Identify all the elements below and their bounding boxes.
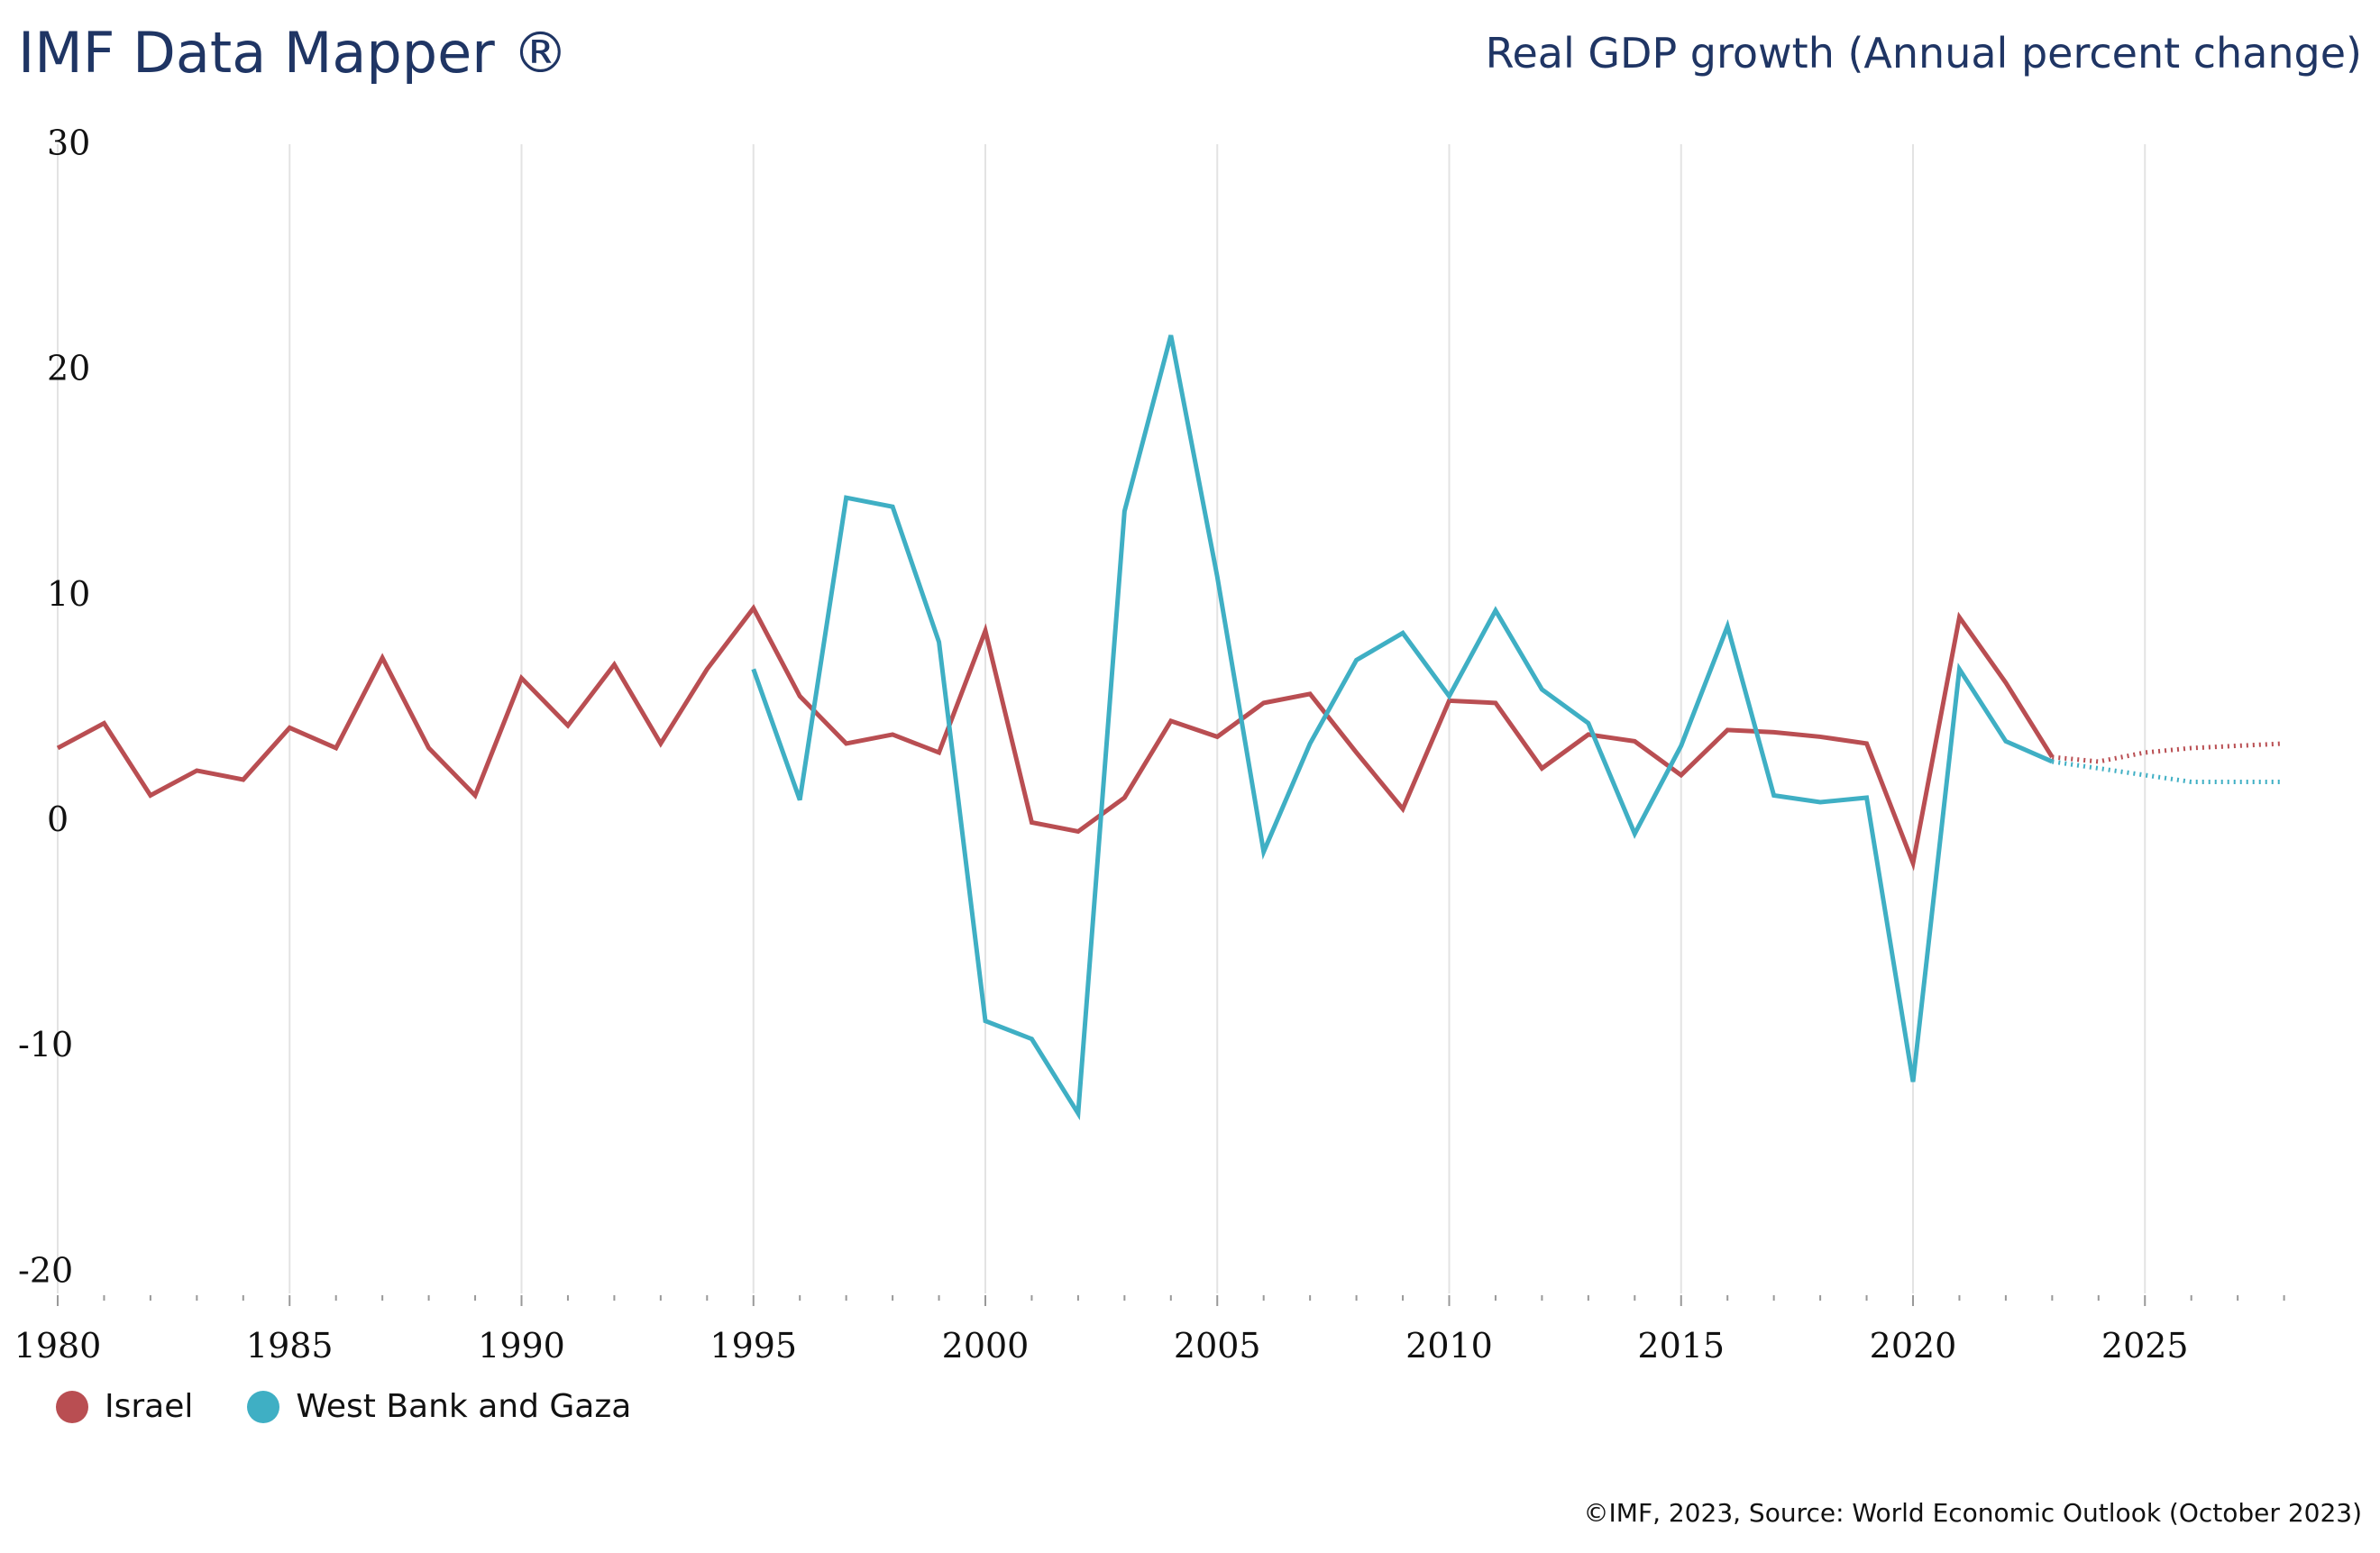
x-tick-label: 2015 [1637, 1326, 1725, 1366]
y-tick-label: 0 [47, 799, 69, 839]
x-tick-label: 2020 [1870, 1326, 1957, 1366]
legend: Israel West Bank and Gaza [56, 1388, 631, 1425]
legend-label: West Bank and Gaza [296, 1388, 632, 1425]
x-tick-label: 2025 [2101, 1326, 2189, 1366]
x-tick-label: 1985 [246, 1326, 334, 1366]
y-tick-label: -10 [18, 1025, 73, 1064]
legend-label: Israel [105, 1388, 194, 1425]
legend-item-israel[interactable]: Israel [56, 1388, 193, 1425]
series-line-israel [56, 604, 2055, 872]
x-tick-label: 2005 [1174, 1326, 1261, 1366]
legend-item-west-bank-and-gaza[interactable]: West Bank and Gaza [247, 1388, 631, 1425]
source-footer: ©IMF, 2023, Source: World Economic Outlo… [1583, 1498, 2362, 1528]
series-projection-west-bank-and-gaza [2051, 759, 2284, 784]
page-title: IMF Data Mapper ® [18, 20, 569, 86]
x-tick-label: 2010 [1405, 1326, 1493, 1366]
series-line-west-bank-and-gaza [751, 334, 2054, 1121]
y-tick-label: 20 [47, 349, 90, 388]
legend-dot-west-bank-and-gaza [247, 1390, 280, 1423]
chart-subtitle: Real GDP growth (Annual percent change) [1485, 29, 2362, 78]
x-tick-label: 1980 [14, 1326, 102, 1366]
y-tick-label: 10 [47, 574, 90, 614]
y-tick-label: -20 [18, 1250, 73, 1290]
x-tick-label: 1990 [478, 1326, 565, 1366]
x-tick-label: 2000 [942, 1326, 1030, 1366]
legend-dot-israel [56, 1390, 88, 1423]
y-tick-label: 30 [47, 123, 90, 162]
x-tick-label: 1995 [709, 1326, 797, 1366]
series-projection-israel [2052, 741, 2284, 764]
